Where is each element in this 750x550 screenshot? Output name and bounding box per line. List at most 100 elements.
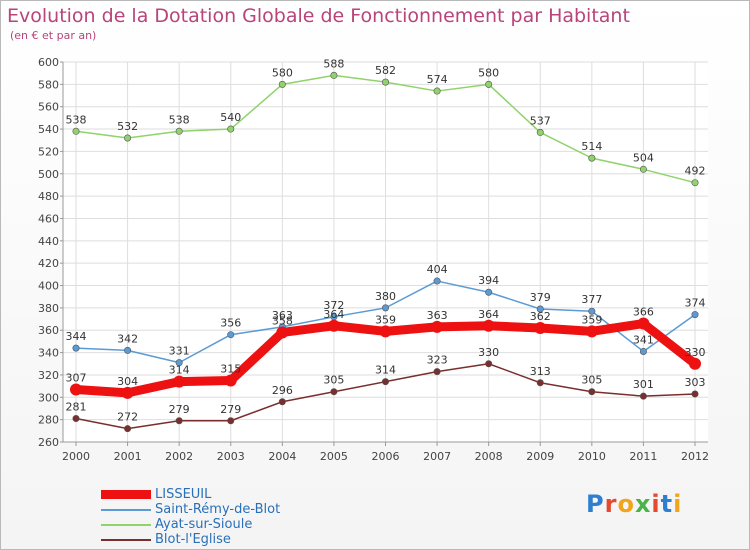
data-point bbox=[482, 319, 495, 332]
y-tick-label: 320 bbox=[38, 369, 59, 382]
data-label: 377 bbox=[581, 293, 602, 306]
data-label: 331 bbox=[169, 345, 190, 358]
data-label: 281 bbox=[66, 401, 87, 414]
x-tick-label: 2007 bbox=[423, 450, 451, 463]
data-point bbox=[691, 390, 699, 398]
data-point bbox=[175, 127, 183, 135]
data-point bbox=[536, 305, 544, 313]
data-label: 341 bbox=[633, 333, 654, 346]
x-tick-label: 2005 bbox=[320, 450, 348, 463]
data-point bbox=[227, 417, 235, 425]
legend-item: Saint-Rémy-de-Blot bbox=[101, 502, 280, 517]
data-label: 394 bbox=[478, 274, 499, 287]
legend-swatch bbox=[101, 490, 151, 499]
data-point bbox=[121, 386, 134, 399]
data-label: 356 bbox=[220, 317, 241, 330]
data-label: 330 bbox=[478, 346, 499, 359]
data-label: 492 bbox=[685, 165, 706, 178]
y-tick-label: 480 bbox=[38, 190, 59, 203]
data-label: 363 bbox=[272, 309, 293, 322]
data-point bbox=[433, 87, 441, 95]
axes: 260 280 300 320 340 360 380 400 420 440 460 480 500 5… bbox=[38, 56, 709, 463]
data-point bbox=[588, 154, 596, 162]
data-point bbox=[379, 325, 392, 338]
x-tick-label: 2001 bbox=[114, 450, 142, 463]
data-label: 540 bbox=[220, 111, 241, 124]
x-tick-label: 2004 bbox=[268, 450, 296, 463]
data-label: 279 bbox=[220, 403, 241, 416]
y-tick-label: 560 bbox=[38, 101, 59, 114]
series-layer bbox=[70, 71, 701, 433]
data-point bbox=[639, 392, 647, 400]
data-point bbox=[639, 347, 647, 355]
legend-label: Saint-Rémy-de-Blot bbox=[155, 502, 281, 517]
data-point bbox=[381, 378, 389, 386]
x-tick-label: 2006 bbox=[372, 450, 400, 463]
data-label: 307 bbox=[66, 371, 87, 384]
legend-label: Blot-l'Eglise bbox=[155, 532, 231, 547]
y-tick-label: 300 bbox=[38, 391, 59, 404]
data-point bbox=[433, 277, 441, 285]
data-label: 504 bbox=[633, 151, 654, 164]
data-point bbox=[227, 331, 235, 339]
data-label: 323 bbox=[427, 354, 448, 367]
data-label: 538 bbox=[66, 113, 87, 126]
data-point bbox=[691, 179, 699, 187]
data-label: 305 bbox=[323, 374, 344, 387]
data-point bbox=[330, 71, 338, 79]
data-label: 313 bbox=[530, 365, 551, 378]
data-point bbox=[381, 304, 389, 312]
y-tick-label: 500 bbox=[38, 168, 59, 181]
y-tick-label: 520 bbox=[38, 145, 59, 158]
legend-item: Ayat-sur-Sioule bbox=[101, 517, 280, 532]
data-label: 330 bbox=[685, 346, 706, 359]
data-label: 279 bbox=[169, 403, 190, 416]
data-point bbox=[485, 80, 493, 88]
y-tick-label: 540 bbox=[38, 123, 59, 136]
data-point bbox=[175, 359, 183, 367]
x-tick-label: 2011 bbox=[629, 450, 657, 463]
data-point bbox=[224, 374, 237, 387]
data-point bbox=[227, 125, 235, 133]
x-tick-label: 2010 bbox=[578, 450, 606, 463]
data-point bbox=[431, 320, 444, 333]
data-point bbox=[534, 322, 547, 334]
data-label: 514 bbox=[581, 140, 602, 153]
y-tick-label: 600 bbox=[38, 56, 59, 69]
data-label: 303 bbox=[685, 376, 706, 389]
data-label: 342 bbox=[117, 332, 138, 345]
chart-subtitle: (en € et par an) bbox=[10, 29, 97, 42]
data-label: 380 bbox=[375, 290, 396, 303]
data-label: 372 bbox=[323, 299, 344, 312]
data-point bbox=[637, 317, 650, 330]
data-label: 366 bbox=[633, 306, 654, 319]
y-tick-label: 420 bbox=[38, 257, 59, 270]
legend-swatch bbox=[101, 508, 151, 511]
data-label: 580 bbox=[478, 66, 499, 79]
data-point bbox=[689, 357, 701, 370]
data-label: 314 bbox=[375, 364, 396, 377]
y-tick-label: 380 bbox=[38, 302, 59, 315]
legend-item: LISSEUIL bbox=[101, 487, 280, 502]
x-tick-label: 2012 bbox=[681, 450, 709, 463]
data-point bbox=[327, 319, 340, 332]
data-point bbox=[485, 288, 493, 296]
data-labels: 538 532 538 540 580 588 582 574 580 537 514 504 492 3… bbox=[66, 57, 706, 423]
chart-title: Evolution de la Dotation Globale de Fonc… bbox=[7, 5, 630, 27]
data-point bbox=[173, 375, 186, 388]
data-label: 305 bbox=[581, 374, 602, 387]
legend-label: Ayat-sur-Sioule bbox=[155, 517, 253, 532]
x-tick-label: 2009 bbox=[526, 450, 554, 463]
y-tick-label: 400 bbox=[38, 280, 59, 293]
data-label: 582 bbox=[375, 64, 396, 77]
y-tick-label: 340 bbox=[38, 347, 59, 360]
data-label: 364 bbox=[323, 308, 344, 321]
legend: LISSEUIL Saint-Rémy-de-Blot Ayat-sur-Sioul… bbox=[101, 487, 280, 547]
data-label: 580 bbox=[272, 66, 293, 79]
data-point bbox=[639, 165, 647, 173]
y-tick-label: 460 bbox=[38, 212, 59, 225]
data-label: 537 bbox=[530, 114, 551, 127]
data-label: 304 bbox=[117, 375, 138, 388]
